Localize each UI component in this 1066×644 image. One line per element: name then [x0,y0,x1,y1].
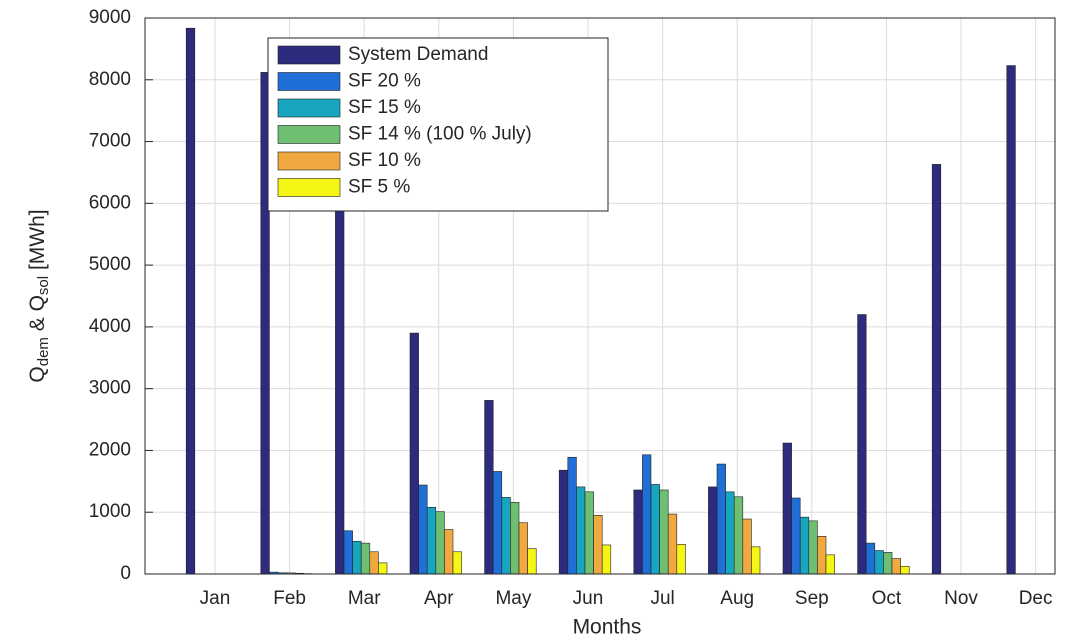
x-tick-label: May [495,588,531,609]
x-tick-label: Jan [200,588,231,609]
bar [660,490,669,574]
bar [602,545,611,574]
y-tick-label: 1000 [89,501,131,522]
bar [734,497,743,574]
bar [809,521,818,574]
y-label-sub: dem [35,337,52,366]
y-label-sub: sol [35,276,52,295]
bar [585,492,594,574]
bar [1007,66,1016,574]
bar [370,552,379,574]
bar [783,443,792,574]
bar [335,162,344,574]
bar [883,552,892,574]
legend-swatch [278,46,340,64]
bar [528,549,537,574]
x-tick-label: Jul [650,588,674,609]
bar [559,470,568,574]
legend-label: SF 20 % [348,71,421,92]
legend-swatch [278,179,340,197]
x-tick-label: Sep [795,588,829,609]
y-tick-label: 9000 [89,7,131,28]
bar [378,563,387,574]
y-tick-label: 6000 [89,192,131,213]
x-tick-label: Aug [720,588,754,609]
bar [726,492,735,574]
y-tick-label: 4000 [89,316,131,337]
x-tick-label: Dec [1019,588,1053,609]
legend: System Demand SF 20 % SF 15 % SF 14 % (100 … [268,38,608,211]
bar [568,457,577,574]
x-tick-label: Apr [424,588,454,609]
bar [866,543,875,574]
bar [651,484,660,574]
legend-label: SF 5 % [348,177,410,198]
bar [427,507,436,574]
bar [792,498,801,574]
bar [502,497,511,574]
bar [642,455,651,574]
bar [858,315,867,574]
bar [444,530,453,574]
bar [751,547,760,574]
bar [800,517,809,574]
y-tick-label: 5000 [89,254,131,275]
bar [875,551,884,574]
bar [344,531,353,574]
y-tick-label: 0 [120,563,131,584]
bar [453,552,462,574]
legend-swatch [278,73,340,91]
y-label-part: Q [26,366,49,382]
bar [932,164,941,574]
bar [743,519,752,574]
bar [419,485,428,574]
x-tick-label: Jun [573,588,604,609]
bar [634,490,643,574]
y-tick-label: 7000 [89,131,131,152]
legend-label: SF 15 % [348,97,421,118]
bar [826,555,835,574]
bar [353,541,362,574]
y-tick-label: 8000 [89,69,131,90]
bar [436,512,445,574]
legend-label: SF 14 % (100 % July) [348,124,532,145]
bar [892,559,901,574]
bar [485,400,494,574]
y-label-part: & Q [26,295,49,337]
x-tick-label: Feb [273,588,306,609]
bar [519,523,528,574]
bar [594,515,603,574]
y-label-part: [MWh] [26,209,49,276]
legend-swatch [278,99,340,117]
legend-swatch [278,126,340,144]
legend-swatch [278,152,340,170]
bar [576,487,585,574]
x-axis-label: Months [573,616,642,639]
bar [717,464,726,574]
x-tick-label: Oct [872,588,902,609]
bar [361,543,370,574]
bar [901,566,910,574]
bar [817,536,826,574]
bar [677,544,686,574]
legend-label: System Demand [348,44,488,65]
legend-label: SF 10 % [348,150,421,171]
x-tick-label: Nov [944,588,978,609]
bar [410,333,419,574]
bar [708,487,717,574]
y-tick-label: 2000 [89,439,131,460]
bar [186,28,195,574]
x-tick-label: Mar [348,588,381,609]
bar [510,502,519,574]
y-tick-label: 3000 [89,378,131,399]
bar [493,471,502,574]
bar [668,514,677,574]
